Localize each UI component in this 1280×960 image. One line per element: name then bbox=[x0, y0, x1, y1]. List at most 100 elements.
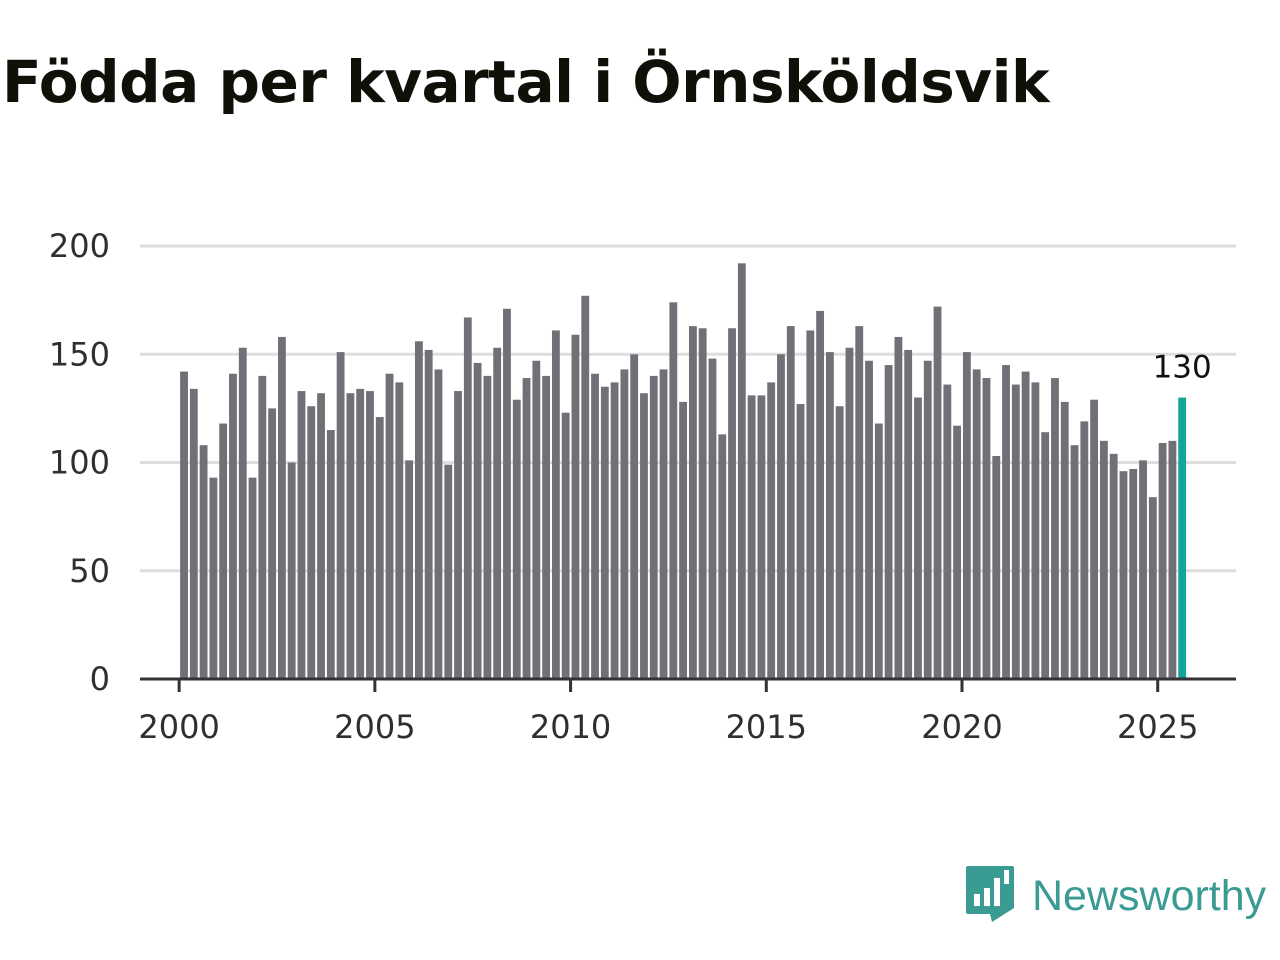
bar bbox=[698, 328, 707, 679]
bar bbox=[894, 336, 903, 679]
bar bbox=[835, 406, 844, 679]
bar bbox=[326, 430, 335, 679]
bar bbox=[199, 445, 208, 679]
bar bbox=[366, 391, 374, 679]
bar bbox=[336, 352, 345, 679]
bar bbox=[757, 395, 766, 679]
bar bbox=[493, 347, 502, 679]
bar bbox=[933, 306, 942, 679]
bar bbox=[845, 347, 854, 679]
bar bbox=[982, 378, 991, 679]
bar bbox=[297, 391, 306, 679]
bar bbox=[503, 308, 511, 679]
brand-name: Newsworthy bbox=[1032, 871, 1267, 920]
bar bbox=[434, 369, 443, 679]
bar bbox=[1041, 432, 1050, 679]
bar bbox=[209, 477, 218, 679]
bar bbox=[483, 375, 492, 679]
bar bbox=[317, 393, 325, 679]
bar bbox=[786, 326, 795, 679]
bar bbox=[718, 434, 727, 679]
bar bbox=[796, 404, 805, 679]
y-tick-label-200: 200 bbox=[49, 227, 110, 265]
bar bbox=[522, 378, 531, 679]
newsworthy-logo-icon bbox=[966, 866, 1014, 922]
y-tick-label-150: 150 bbox=[49, 335, 110, 373]
bar bbox=[972, 369, 981, 679]
bar bbox=[268, 408, 277, 680]
bar bbox=[1051, 378, 1059, 679]
bar bbox=[395, 382, 404, 679]
bar bbox=[679, 401, 688, 679]
bar bbox=[1070, 445, 1079, 679]
bar bbox=[884, 365, 893, 679]
bar bbox=[414, 341, 423, 679]
bar bbox=[1011, 384, 1020, 679]
bar bbox=[923, 360, 932, 679]
x-tick-label-2015: 2015 bbox=[726, 708, 807, 746]
bar bbox=[649, 375, 658, 679]
bar bbox=[620, 369, 629, 679]
bar bbox=[1148, 497, 1157, 679]
bar bbox=[287, 462, 296, 679]
bar bbox=[816, 310, 825, 679]
bar bbox=[747, 395, 756, 679]
bar bbox=[258, 375, 267, 679]
bar bbox=[1080, 421, 1089, 679]
bar bbox=[953, 425, 962, 679]
bar bbox=[307, 406, 316, 679]
bar bbox=[444, 464, 453, 679]
bar-latest bbox=[1178, 397, 1187, 679]
bar bbox=[1060, 401, 1069, 679]
newsworthy-brand[interactable]: Newsworthy bbox=[964, 864, 1266, 928]
bar bbox=[385, 373, 394, 679]
bar bbox=[532, 360, 541, 679]
bar bbox=[229, 373, 237, 679]
labels: 0 50 100 150 200 130 2000 2005 2010 2015 2020 2025 bbox=[49, 227, 1212, 746]
bar bbox=[600, 386, 609, 679]
bar bbox=[962, 352, 971, 679]
bar bbox=[512, 399, 521, 679]
bar bbox=[1168, 440, 1177, 679]
births-bar-chart: 0 50 100 150 200 130 2000 2005 2010 2015 2020 2025 bbox=[49, 227, 1236, 746]
bar bbox=[356, 388, 365, 679]
bar bbox=[1002, 365, 1010, 679]
bar bbox=[1031, 382, 1040, 679]
bar bbox=[904, 349, 913, 679]
axes bbox=[140, 677, 1236, 692]
bar bbox=[865, 360, 873, 679]
bar bbox=[180, 371, 188, 679]
bar bbox=[914, 397, 922, 679]
bar bbox=[375, 417, 384, 679]
bar-series bbox=[180, 263, 1187, 680]
bar bbox=[542, 375, 551, 679]
bar bbox=[659, 369, 668, 679]
bar bbox=[1139, 460, 1147, 679]
chart-title: Födda per kvartal i Örnsköldsvik bbox=[2, 48, 1050, 116]
bar bbox=[591, 373, 599, 679]
bar bbox=[405, 460, 414, 679]
bar bbox=[277, 336, 286, 679]
bar bbox=[708, 358, 717, 679]
bar bbox=[1021, 371, 1030, 679]
bar bbox=[561, 412, 570, 679]
bar bbox=[424, 349, 433, 679]
x-tick-label-2010: 2010 bbox=[530, 708, 611, 746]
bar bbox=[728, 328, 736, 679]
bar bbox=[454, 391, 462, 679]
bar bbox=[669, 302, 678, 679]
bar bbox=[992, 456, 1001, 679]
bar bbox=[1158, 443, 1167, 679]
y-tick-label-0: 0 bbox=[90, 660, 110, 698]
bar bbox=[610, 382, 619, 679]
bar bbox=[943, 384, 952, 679]
bar bbox=[1099, 440, 1108, 679]
bar bbox=[248, 477, 257, 679]
bar bbox=[1119, 471, 1128, 679]
bar bbox=[581, 295, 590, 679]
bar bbox=[855, 326, 864, 679]
x-tick-label-2000: 2000 bbox=[138, 708, 219, 746]
bar bbox=[463, 317, 472, 679]
bar bbox=[219, 423, 228, 679]
latest-value-label: 130 bbox=[1153, 350, 1212, 386]
